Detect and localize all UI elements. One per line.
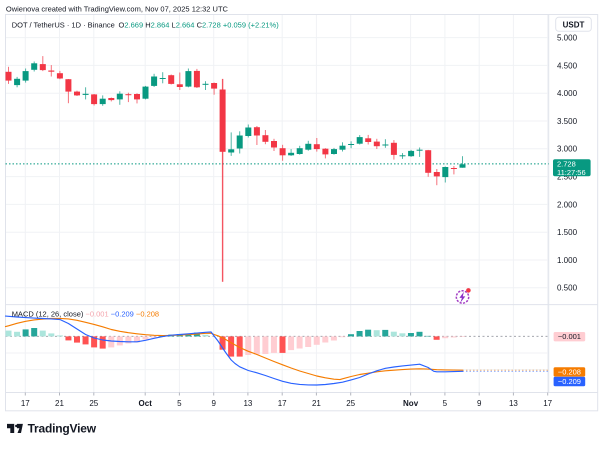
- svg-text:13: 13: [243, 399, 252, 408]
- svg-text:0.500: 0.500: [557, 284, 578, 293]
- svg-text:2.728: 2.728: [557, 160, 576, 169]
- svg-text:DOT / TetherUS · 1D · Binance: DOT / TetherUS · 1D · Binance O2.669 H2.…: [12, 20, 280, 29]
- svg-text:5.000: 5.000: [557, 34, 578, 43]
- svg-text:3.000: 3.000: [557, 145, 578, 154]
- svg-text:9: 9: [211, 399, 216, 408]
- svg-text:13: 13: [509, 399, 518, 408]
- svg-text:17: 17: [278, 399, 287, 408]
- svg-text:25: 25: [346, 399, 355, 408]
- svg-text:17: 17: [543, 399, 552, 408]
- svg-text:25: 25: [89, 399, 98, 408]
- svg-text:−0.209: −0.209: [558, 377, 581, 386]
- svg-text:2.000: 2.000: [557, 200, 578, 209]
- svg-text:1.500: 1.500: [557, 228, 578, 237]
- svg-text:2.500: 2.500: [557, 173, 578, 182]
- svg-text:21: 21: [312, 399, 321, 408]
- svg-text:MACD (12, 26, close) −0.001 −0: MACD (12, 26, close) −0.001 −0.209 −0.20…: [12, 310, 159, 319]
- svg-text:1.000: 1.000: [557, 256, 578, 265]
- svg-text:4.000: 4.000: [557, 89, 578, 98]
- svg-text:5: 5: [443, 399, 448, 408]
- svg-text:9: 9: [477, 399, 482, 408]
- svg-text:11:27:56: 11:27:56: [557, 168, 586, 177]
- svg-text:17: 17: [21, 399, 30, 408]
- svg-text:4.500: 4.500: [557, 61, 578, 70]
- svg-text:21: 21: [55, 399, 64, 408]
- svg-text:Owienova created with TradingV: Owienova created with TradingView.com, N…: [6, 5, 229, 14]
- svg-text:USDT: USDT: [563, 20, 585, 29]
- svg-text:TradingView: TradingView: [28, 422, 97, 436]
- svg-text:Nov: Nov: [403, 399, 419, 408]
- svg-text:−0.208: −0.208: [558, 367, 581, 376]
- svg-text:−0.001: −0.001: [558, 332, 581, 341]
- svg-text:5: 5: [177, 399, 182, 408]
- svg-text:3.500: 3.500: [557, 117, 578, 126]
- svg-text:Oct: Oct: [139, 399, 153, 408]
